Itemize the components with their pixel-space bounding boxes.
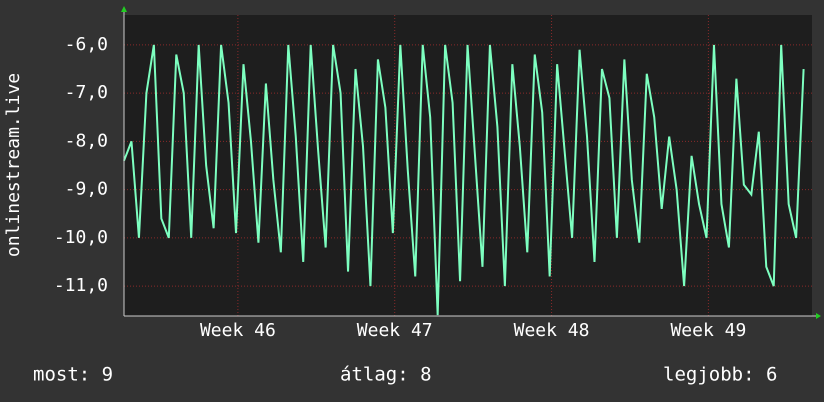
data-line [123, 44, 805, 316]
footer-average: átlag: 8 [340, 364, 432, 386]
x-tick-label: Week 49 [670, 320, 746, 341]
footer-best: legjobb: 6 [663, 364, 777, 386]
y-tick-label: -10,0 [54, 227, 108, 248]
y-tick-label: -11,0 [54, 275, 108, 296]
y-tick-label: -7,0 [65, 82, 108, 103]
y-axis-label: onlinestream.live [3, 73, 24, 257]
y-tick-label: -6,0 [65, 34, 108, 55]
y-tick-label: -8,0 [65, 130, 108, 151]
y-tick-label: -9,0 [65, 179, 108, 200]
x-arrow [816, 313, 821, 319]
x-tick-label: Week 48 [514, 320, 590, 341]
y-arrow [121, 6, 127, 12]
x-tick-label: Week 47 [357, 320, 433, 341]
x-tick-label: Week 46 [200, 320, 276, 341]
footer-current: most: 9 [33, 364, 113, 386]
